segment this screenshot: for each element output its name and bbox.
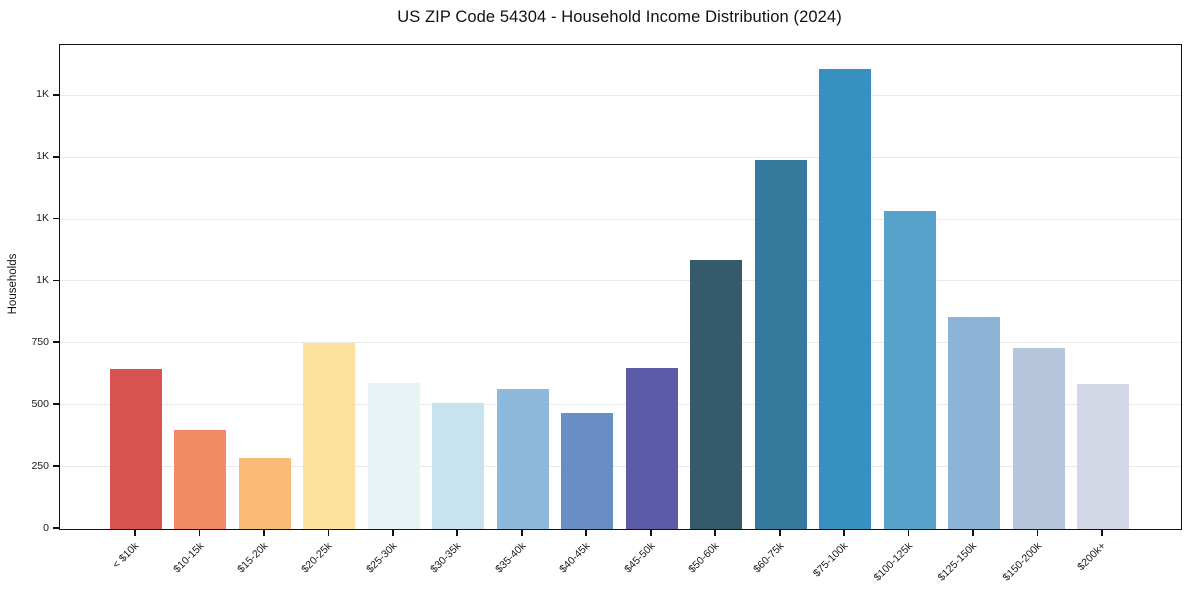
x-tick-label: $60-75k xyxy=(750,540,787,576)
x-tick-mark xyxy=(327,529,330,536)
y-tick-mark xyxy=(53,465,59,467)
x-tick-mark xyxy=(520,529,523,536)
y-tick-label: 250 xyxy=(31,459,49,472)
bar-15-20k xyxy=(238,458,291,529)
gridline xyxy=(60,342,1181,344)
bar-150-200k xyxy=(1012,348,1065,529)
x-tick-label: $125-150k xyxy=(935,540,980,584)
y-tick-label: 1K xyxy=(36,150,49,163)
x-tick-label: $15-20k xyxy=(235,540,271,576)
bar-35-40k xyxy=(496,389,549,529)
bar-125-150k xyxy=(948,317,1001,529)
y-tick-mark xyxy=(53,93,59,96)
y-tick-mark xyxy=(53,155,59,158)
y-tick-mark xyxy=(53,279,59,282)
x-tick-label: $200k+ xyxy=(1075,540,1109,574)
x-tick-mark xyxy=(585,529,588,536)
bar-20-25k xyxy=(303,343,356,529)
bar-45-50k xyxy=(625,368,678,529)
bar-40-45k xyxy=(561,412,614,529)
x-tick-mark xyxy=(198,529,201,536)
y-tick-label: 750 xyxy=(31,335,49,348)
x-tick-label: $30-35k xyxy=(428,540,464,576)
x-tick-mark xyxy=(649,529,652,536)
x-tick-label: $75-100k xyxy=(811,540,851,580)
y-tick-mark xyxy=(53,527,59,529)
bar-50-60k xyxy=(690,260,743,529)
y-tick-label: 1K xyxy=(36,212,49,225)
x-tick-label: $10-15k xyxy=(170,540,206,576)
x-tick-mark xyxy=(714,529,717,536)
bar-100-125k xyxy=(883,210,936,529)
x-tick-label: $150-200k xyxy=(1000,540,1045,584)
x-tick-label: $100-125k xyxy=(871,540,916,584)
x-tick-label: $20-25k xyxy=(299,540,335,576)
bar-10-15k xyxy=(174,429,227,529)
gridline xyxy=(60,404,1181,406)
x-tick-mark xyxy=(134,529,136,536)
y-tick-mark xyxy=(53,217,59,220)
x-tick-mark xyxy=(907,529,910,536)
bar-75-100k xyxy=(819,68,872,529)
x-tick-label: $35-40k xyxy=(492,540,529,576)
y-tick-mark xyxy=(53,403,59,406)
bar-200k xyxy=(1077,384,1129,529)
x-tick-mark xyxy=(778,529,781,536)
x-tick-mark xyxy=(843,529,846,536)
x-tick-mark xyxy=(972,529,974,536)
gridline xyxy=(60,218,1181,220)
x-tick-mark xyxy=(263,529,265,536)
y-tick-label: 500 xyxy=(31,397,49,410)
x-tick-label: < $10k xyxy=(110,540,142,571)
gridline xyxy=(60,94,1181,96)
x-tick-label: $25-30k xyxy=(364,540,400,576)
bar-60-75k xyxy=(754,160,807,529)
x-tick-mark xyxy=(1101,529,1103,536)
chart-title: US ZIP Code 54304 - Household Income Dis… xyxy=(397,8,842,26)
x-tick-mark xyxy=(1036,529,1039,536)
plot-area xyxy=(59,44,1182,530)
gridline xyxy=(60,280,1181,282)
x-tick-label: $40-45k xyxy=(557,540,593,576)
bar-30-35k xyxy=(432,402,485,529)
y-tick-mark xyxy=(53,341,59,344)
x-tick-label: $45-50k xyxy=(621,540,658,576)
x-tick-label: $50-60k xyxy=(686,540,722,576)
x-tick-mark xyxy=(391,529,394,536)
gridline xyxy=(60,466,1181,468)
gridline xyxy=(60,156,1181,158)
y-tick-label: 1K xyxy=(36,88,49,101)
y-tick-label: 1K xyxy=(36,273,49,286)
x-tick-mark xyxy=(456,529,459,536)
bar-25-30k xyxy=(367,382,420,529)
y-tick-label: 0 xyxy=(43,521,49,534)
bar-10k xyxy=(110,369,162,529)
